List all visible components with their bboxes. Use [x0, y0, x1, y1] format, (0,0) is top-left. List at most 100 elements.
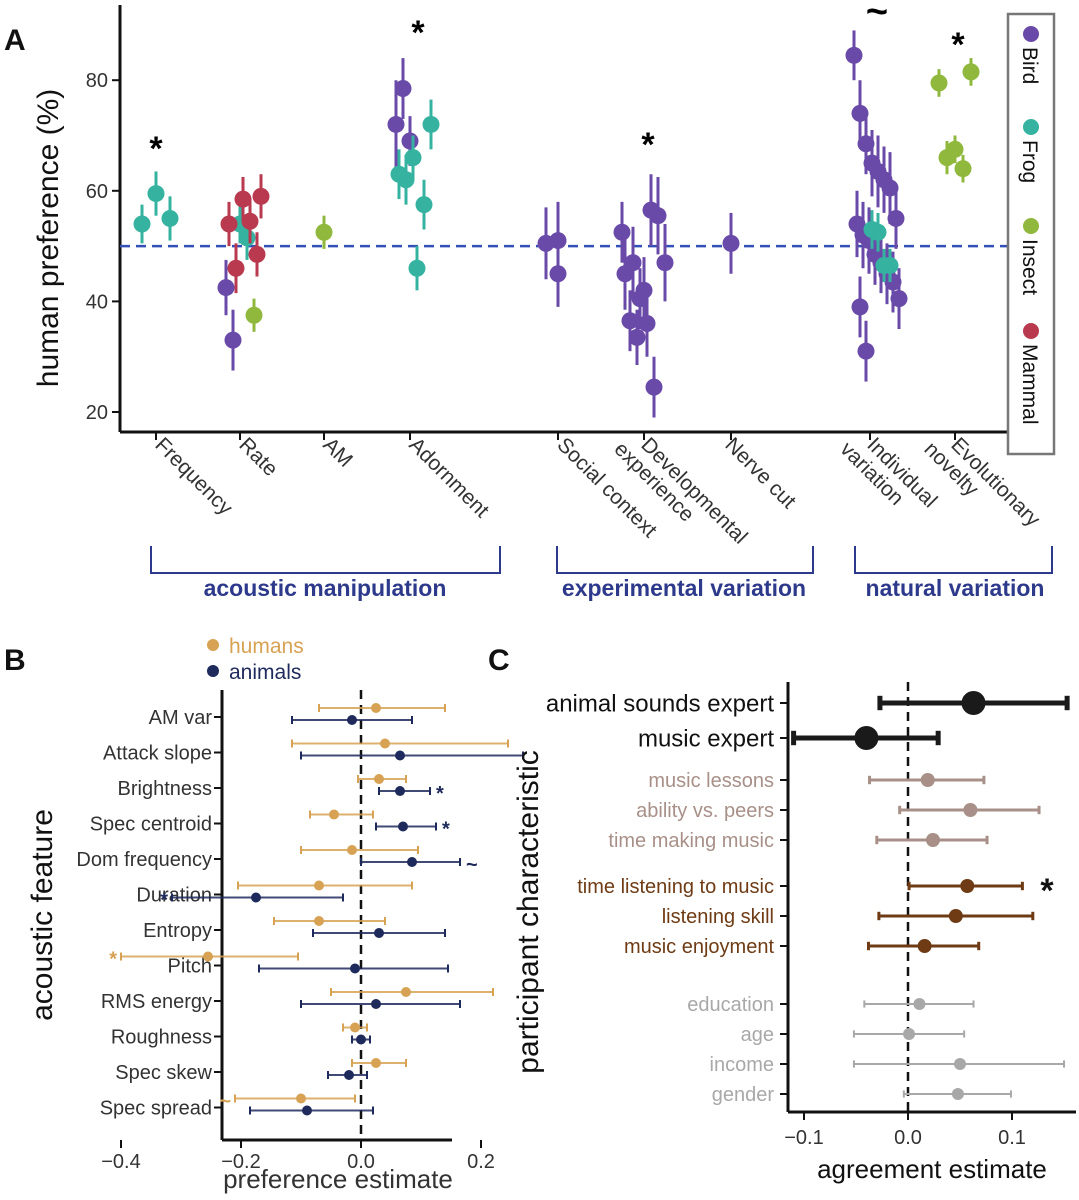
characteristic-label-music-lessons: music lessons — [648, 770, 774, 792]
a-point-bird-9 — [621, 312, 639, 330]
legend-dot-mammal — [1023, 323, 1039, 339]
feature-label-entropy: Entropy — [143, 920, 212, 942]
group-label-experimental-variation: experimental variation — [562, 575, 806, 601]
b-point-humans-pitch — [203, 951, 213, 962]
c-point-gender — [951, 1088, 964, 1100]
feature-label-spec-centroid: Spec centroid — [90, 814, 212, 836]
feature-label-brightness: Brightness — [118, 778, 213, 800]
category-label-frequency: Frequency — [150, 433, 237, 520]
a-point-bird-22 — [851, 104, 869, 122]
a-point-bird-23 — [857, 135, 875, 153]
feature-label-am-var: AM var — [149, 707, 213, 729]
b-sig-brightness: * — [436, 783, 444, 805]
b-sig-duration: * — [160, 890, 168, 912]
panel-b-x-axis-label: preference estimate — [223, 1164, 453, 1194]
a-point-bird-19 — [645, 378, 663, 396]
a-point-frog-14 — [881, 256, 899, 274]
a-point-bird-4 — [401, 132, 419, 150]
panel-b: B acoustic feature −0.4 −0.2 0.0 0.2 AM var… — [4, 635, 524, 1194]
legend-dot-animals — [207, 665, 219, 677]
b-point-humans-dom-frequency — [347, 845, 357, 855]
a-point-bird-38 — [857, 342, 875, 360]
a-point-bird-0 — [217, 279, 235, 297]
b-point-humans-entropy — [314, 916, 324, 926]
b-point-animals-pitch — [350, 963, 360, 974]
panel-c: C participant characteristic −0.1 0.0 0.1 … — [488, 644, 1076, 1184]
legend-dot-insect — [1023, 218, 1039, 234]
feature-label-spec-spread: Spec spread — [100, 1098, 212, 1120]
legend-dot-frog — [1023, 119, 1039, 135]
legend-item-frog: Frog — [1018, 119, 1041, 183]
b-point-animals-dom-frequency — [407, 857, 417, 867]
a-point-bird-27 — [881, 179, 899, 197]
a-point-frog-0 — [133, 215, 151, 233]
panel-c-characteristic-labels: animal sounds expert music expert music le… — [546, 690, 788, 1106]
b-point-humans-spec-centroid — [329, 809, 339, 820]
b-point-humans-am-var — [371, 703, 381, 713]
a-point-bird-37 — [851, 298, 869, 316]
a-point-frog-5 — [408, 259, 426, 277]
legend-label-frog: Frog — [1018, 140, 1041, 183]
a-point-insect-2 — [930, 74, 948, 92]
a-point-mammal-2 — [227, 259, 245, 277]
a-point-bird-1 — [224, 331, 242, 349]
characteristic-label-age: age — [741, 1024, 774, 1046]
a-ytick-label-60: 60 — [86, 181, 108, 203]
a-point-insect-5 — [954, 160, 972, 178]
category-label-nerve-cut: Nerve cut — [720, 433, 800, 513]
a-point-frog-6 — [415, 196, 433, 214]
a-point-mammal-4 — [241, 212, 259, 230]
b-xtick-label-0-0: 0.0 — [347, 1151, 375, 1173]
c-point-time-making-music — [925, 833, 940, 847]
legend-label-humans: humans — [229, 635, 304, 658]
a-point-bird-8 — [613, 223, 631, 241]
a-point-mammal-1 — [220, 215, 238, 233]
panel-a-y-axis-label: human preference (%) — [32, 89, 65, 387]
group-label-acoustic-manipulation: acoustic manipulation — [204, 575, 447, 601]
panel-b-points: * * ~ * * ~ — [109, 703, 524, 1116]
b-point-animals-spec-skew — [344, 1070, 354, 1080]
b-point-humans-attack-slope — [380, 738, 390, 749]
a-point-frog-9 — [397, 171, 415, 189]
characteristic-label-music-enjoyment: music enjoyment — [624, 936, 775, 958]
c-point-age — [903, 1028, 916, 1040]
legend-label-mammal: Mammal — [1018, 344, 1041, 425]
legend-dot-bird — [1023, 26, 1039, 42]
a-point-bird-2 — [387, 115, 405, 133]
c-sig-time-listening-to-music: * — [1040, 872, 1054, 910]
feature-label-spec-skew: Spec skew — [115, 1062, 212, 1084]
b-point-animals-rms-energy — [371, 999, 381, 1009]
feature-label-rms-energy: RMS energy — [101, 991, 212, 1013]
characteristic-label-gender: gender — [712, 1084, 775, 1106]
c-point-animal-sounds-expert — [961, 691, 986, 715]
group-label-natural-variation: natural variation — [866, 575, 1045, 601]
feature-label-attack-slope: Attack slope — [103, 743, 212, 765]
c-point-music-lessons — [920, 773, 935, 787]
a-ytick-label-40: 40 — [86, 291, 108, 313]
b-point-animals-brightness — [395, 786, 405, 796]
a-point-insect-1 — [315, 223, 333, 241]
panel-c-label: C — [488, 644, 510, 677]
b-point-humans-spec-skew — [371, 1058, 381, 1068]
legend-label-insect: Insect — [1018, 239, 1041, 295]
feature-label-duration: Duration — [136, 885, 212, 907]
panel-b-label: B — [4, 644, 26, 677]
a-point-bird-14 — [656, 254, 674, 272]
feature-label-dom-frequency: Dom frequency — [76, 849, 212, 871]
legend-dot-humans — [207, 639, 219, 651]
characteristic-label-education: education — [687, 994, 774, 1016]
characteristic-label-music-expert: music expert — [638, 725, 774, 752]
panel-b-y-axis-label: acoustic feature — [26, 809, 59, 1021]
b-sig-dom-frequency: ~ — [466, 854, 478, 876]
characteristic-label-ability-vs-peers: ability vs. peers — [636, 800, 774, 822]
panel-a-sig-developmental: * — [641, 126, 655, 164]
panel-a-points — [133, 30, 980, 418]
panel-a-sig-evolutionary: * — [951, 26, 965, 64]
b-xtick-label-0-4: −0.4 — [101, 1151, 140, 1173]
b-point-animals-roughness — [356, 1034, 366, 1045]
b-xtick-label-0-2: 0.2 — [467, 1151, 495, 1173]
legend-item-mammal: Mammal — [1018, 323, 1041, 425]
c-xtick-label-2: 0.1 — [998, 1127, 1026, 1149]
panel-a-x-ticks — [155, 432, 956, 440]
